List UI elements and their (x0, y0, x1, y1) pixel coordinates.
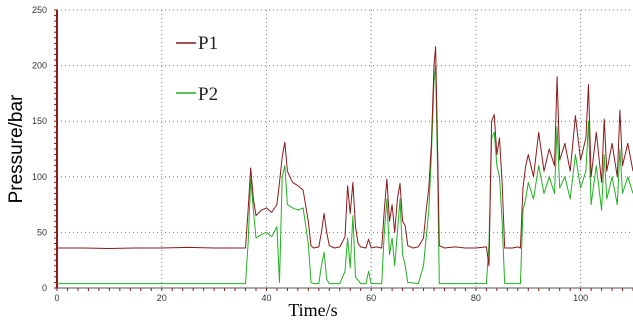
y-tick-label: 100 (32, 172, 47, 182)
x-tick-label: 80 (471, 293, 481, 303)
series-lines (57, 46, 633, 285)
series-line-p2 (57, 65, 633, 285)
tick-labels: 0 20 40 60 80 100 0 50 100 150 200 250 (32, 5, 633, 303)
y-axis-label: Pressure/bar (6, 94, 27, 203)
x-tick-label: 0 (54, 293, 59, 303)
x-tick-label: 40 (261, 293, 271, 303)
y-tick-label: 150 (32, 116, 47, 126)
legend-label-p2: P2 (198, 84, 218, 105)
y-tick-label: 0 (42, 283, 47, 293)
x-tick-label: 20 (157, 293, 167, 303)
x-axis-label: Time/s (288, 300, 337, 320)
y-tick-label: 50 (37, 227, 47, 237)
legend: P1 P2 (176, 33, 218, 105)
y-tick-label: 250 (32, 5, 47, 15)
legend-label-p1: P1 (198, 33, 218, 54)
x-tick-label: 100 (573, 293, 588, 303)
series-line-p1 (57, 46, 633, 267)
x-tick-label: 60 (366, 293, 376, 303)
y-tick-label: 200 (32, 61, 47, 71)
